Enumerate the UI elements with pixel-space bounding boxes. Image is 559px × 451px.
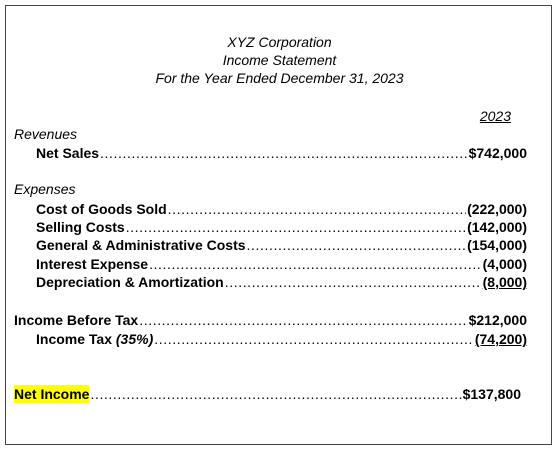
row: Income Tax (35%) (74,200) bbox=[36, 330, 527, 348]
leader-dots bbox=[149, 255, 482, 273]
row: Cost of Goods Sold (222,000) bbox=[36, 200, 527, 218]
row-note: (35%) bbox=[115, 331, 154, 347]
row-value: (142,000) bbox=[467, 219, 527, 235]
statement-title: Income Statement bbox=[222, 52, 337, 68]
row: Revenues bbox=[14, 125, 77, 143]
row-value: $212,000 bbox=[468, 312, 527, 328]
row-value: (4,000) bbox=[482, 256, 527, 272]
row: Net Income $137,800 bbox=[14, 385, 521, 403]
row: Selling Costs (142,000) bbox=[36, 218, 527, 236]
row-label: Net Sales bbox=[36, 145, 100, 161]
row-label: Income Before Tax bbox=[14, 312, 139, 328]
row-label: Income Tax bbox=[36, 331, 112, 347]
row-value: $742,000 bbox=[468, 145, 527, 161]
row-label: Net Income bbox=[14, 385, 90, 403]
leader-dots bbox=[100, 144, 468, 162]
row: Expenses bbox=[14, 180, 75, 198]
leader-dots bbox=[139, 311, 467, 329]
row-value: (74,200) bbox=[474, 331, 527, 347]
leader-dots bbox=[168, 200, 466, 218]
leader-dots bbox=[247, 236, 467, 254]
row-label: Depreciation & Amortization bbox=[36, 274, 224, 290]
row-label: Cost of Goods Sold bbox=[36, 201, 167, 217]
row-label: General & Administrative Costs bbox=[36, 237, 246, 253]
row-value: (222,000) bbox=[467, 201, 527, 217]
column-header: 2023 bbox=[479, 108, 511, 124]
row-label: Revenues bbox=[14, 126, 78, 142]
leader-dots bbox=[126, 218, 466, 236]
row: Interest Expense (4,000) bbox=[36, 255, 527, 273]
row: Net Sales $742,000 bbox=[36, 144, 527, 162]
row-label: Expenses bbox=[14, 181, 76, 197]
row: Income Before Tax $212,000 bbox=[14, 311, 527, 329]
row-value: (8,000) bbox=[482, 274, 527, 290]
period: For the Year Ended December 31, 2023 bbox=[155, 70, 404, 86]
row-value: $137,800 bbox=[462, 386, 521, 402]
leader-dots bbox=[225, 273, 482, 291]
leader-dots bbox=[154, 330, 474, 348]
company-name: XYZ Corporation bbox=[227, 34, 332, 50]
row: Depreciation & Amortization (8,000) bbox=[36, 273, 527, 291]
frame bbox=[5, 5, 552, 445]
row: General & Administrative Costs (154,000) bbox=[36, 236, 527, 254]
row-label: Interest Expense bbox=[36, 256, 149, 272]
row-value: (154,000) bbox=[467, 237, 527, 253]
row-label: Selling Costs bbox=[36, 219, 125, 235]
leader-dots bbox=[90, 385, 461, 403]
